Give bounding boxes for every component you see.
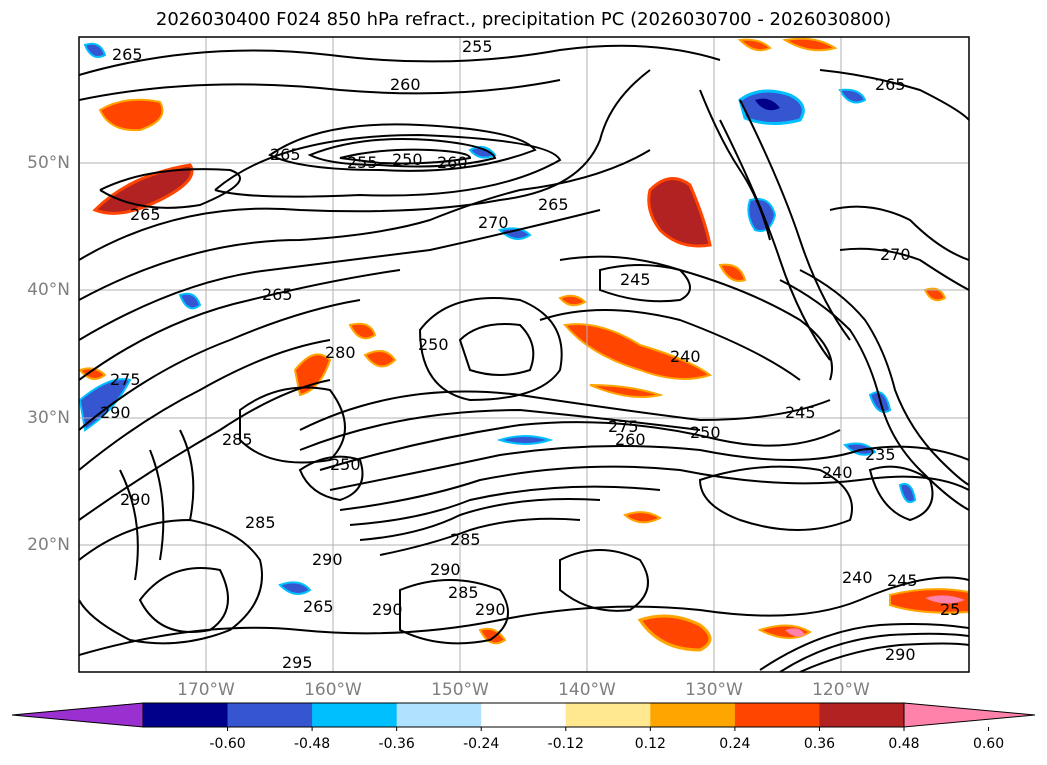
colorbar-tick-label: -0.60 [209,736,246,752]
colorbar-segment [143,703,229,727]
contour-label: 265 [270,145,301,164]
contour-label: 290 [430,560,461,579]
colorbar-tick-label: 0.24 [719,736,751,752]
contour-label: 260 [437,153,468,172]
contour-label: 235 [865,445,896,464]
colorbar-tick-label: 0.12 [634,736,666,752]
lat-label-50n: 50°N [27,153,70,173]
colorbar-tick-label: -0.12 [547,736,584,752]
contour-label: 250 [418,335,449,354]
colorbar-segment [396,703,482,727]
colorbar-extend-min [11,702,144,728]
map-frame [78,36,970,673]
contour-labels: 265 255 260 265 255 250 260 265 270 265 … [100,37,960,672]
contour-label: 280 [325,343,356,362]
lat-label-20n: 20°N [27,535,70,555]
contour-label: 270 [478,213,509,232]
contour-label: 290 [372,600,403,619]
contour-label: 240 [822,463,853,482]
refractivity-contours [79,44,969,672]
contour-label: 250 [330,455,361,474]
contour-label: 285 [450,530,481,549]
contour-label: 290 [312,550,343,569]
contour-label: 290 [100,403,131,422]
map-title: 2026030400 F024 850 hPa refract., precip… [155,9,892,30]
contour-label: 260 [390,75,421,94]
colorbar-segment [819,703,905,727]
lon-label-120w: 120°W [812,680,870,700]
colorbar-segment [312,703,398,727]
contour-label: 250 [392,150,423,169]
contour-label: 265 [303,597,334,616]
colorbar-segment [565,703,651,727]
colorbar-segment [481,703,567,727]
colorbar-tick-label: 0.36 [803,736,836,752]
colorbar-tick-label: 0.48 [888,736,920,752]
contour-label: 285 [245,513,276,532]
lon-label-130w: 130°W [685,680,743,700]
contour-label: 245 [887,571,918,590]
contour-label: 265 [130,205,161,224]
lat-label-40n: 40°N [27,280,70,300]
colorbar-extend-max [903,702,1036,728]
contour-label: 240 [842,568,873,587]
contour-label: 245 [785,403,816,422]
colorbar-segment [227,703,313,727]
colorbar-tick-label: 0.60 [972,736,1005,752]
contour-label: 265 [875,75,906,94]
contour-label: 265 [262,285,293,304]
lat-label-30n: 30°N [27,408,70,428]
contour-label: 275 [110,370,141,389]
contour-label: 290 [475,600,506,619]
lon-label-160w: 160°W [304,680,362,700]
contour-label: 285 [448,583,479,602]
contour-label: 265 [538,195,569,214]
contour-label: 255 [347,153,378,172]
contour-label: 290 [885,645,916,664]
colorbar-frame [142,702,905,728]
lon-label-170w: 170°W [177,680,235,700]
contour-label: 255 [462,37,493,56]
contour-label: 270 [880,245,911,264]
contour-label: 240 [670,347,701,366]
colorbar-ticks [227,727,990,731]
contour-label: 285 [222,430,253,449]
contour-label: 245 [620,270,651,289]
colorbar-tick-label: -0.48 [293,736,331,752]
contour-label: 275 [608,417,639,436]
contour-label: 25 [940,600,960,619]
contour-label: 290 [120,490,151,509]
colorbar-segments [11,702,1036,728]
colorbar-segment [650,703,736,727]
contour-label: 260 [615,430,646,449]
contour-label: 265 [112,45,143,64]
colorbar-tick-label: -0.36 [378,736,415,752]
lon-label-150w: 150°W [431,680,489,700]
precip-positive-shading [79,37,969,652]
colorbar-tick-label: -0.24 [463,736,500,752]
lon-label-140w: 140°W [558,680,616,700]
contour-label: 250 [690,423,721,442]
contour-label: 295 [282,653,313,672]
colorbar-segment [734,703,820,727]
